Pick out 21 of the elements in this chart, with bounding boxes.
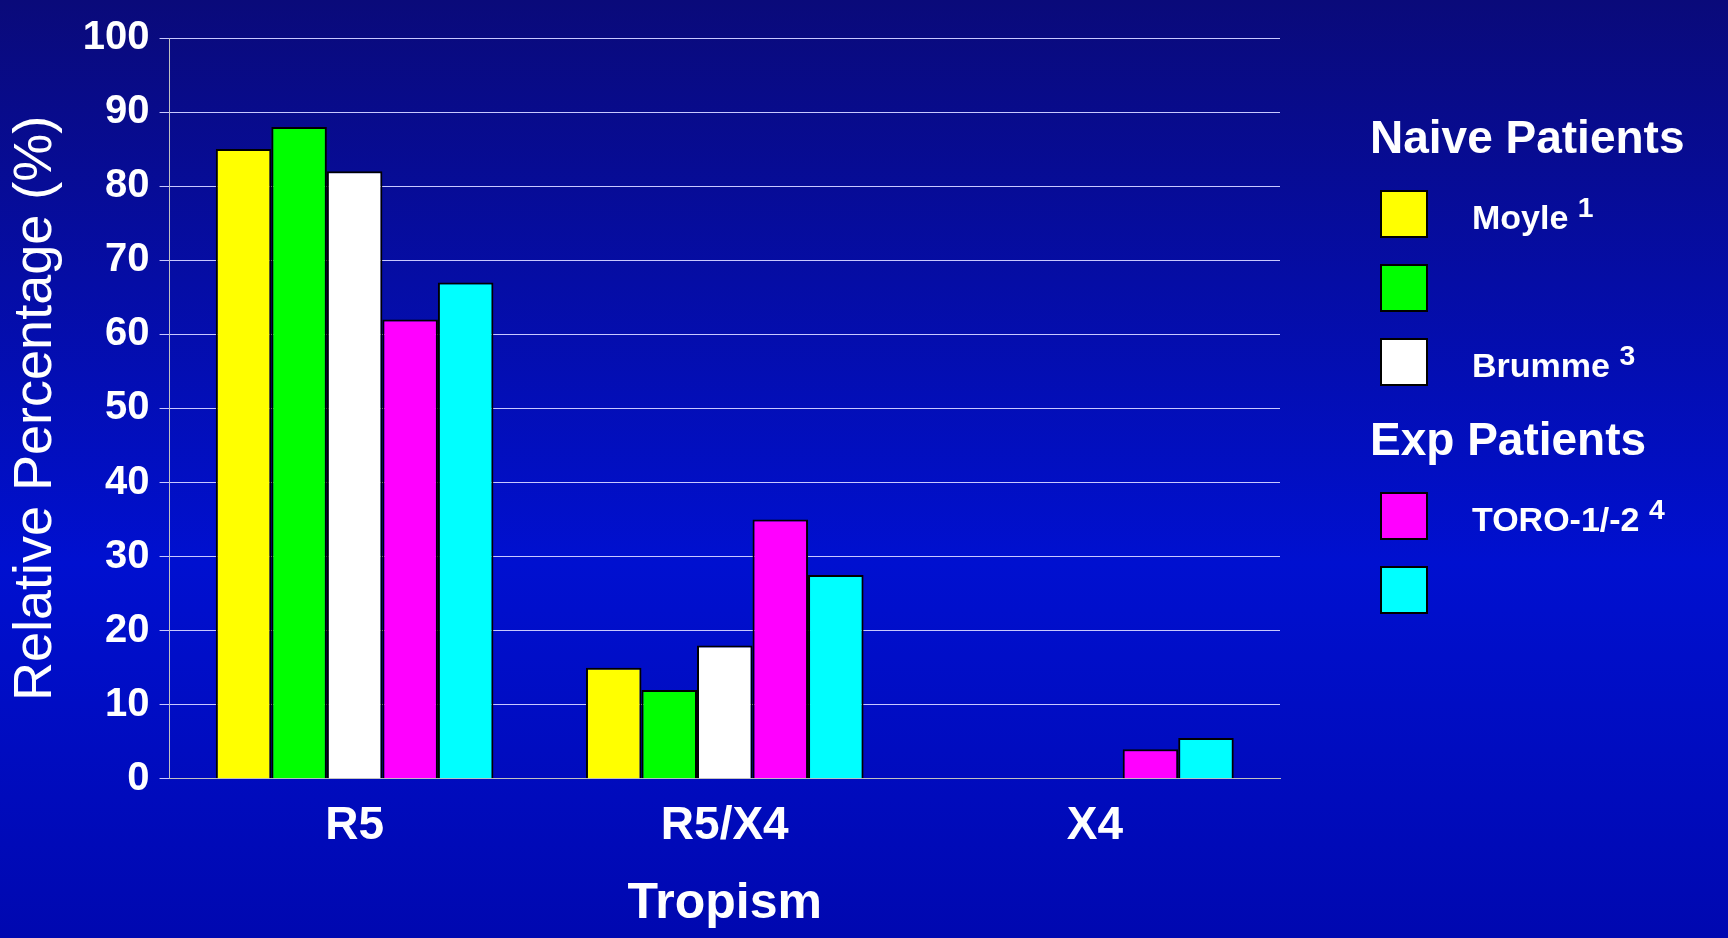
x-axis-title: Tropism: [627, 872, 823, 929]
x-tick-label: R5: [325, 797, 385, 850]
legend-label: Brumme $^{3}$: [1472, 338, 1636, 386]
x-tick-label: X4: [1066, 797, 1124, 850]
y-tick-label: 10: [105, 679, 150, 724]
y-tick-label: 90: [105, 87, 150, 132]
y-tick-label: 80: [105, 161, 150, 206]
y-tick-label: 0: [127, 753, 150, 798]
legend-label: Moyle $^{1}$: [1472, 190, 1594, 238]
y-tick-label: 50: [105, 383, 150, 428]
text: Exp Patients: [1370, 412, 1648, 466]
legend-title: Naive Patients: [1370, 110, 1685, 164]
y-tick-label: 100: [82, 13, 150, 58]
y-tick-label: 70: [105, 235, 150, 280]
y-tick-label: 30: [105, 531, 150, 576]
legend-label: TORO-1/-2 $^{4}$: [1472, 492, 1665, 540]
x-tick-label: R5/X4: [660, 797, 790, 850]
y-tick-label: 20: [105, 605, 150, 650]
y-tick-label: 60: [105, 309, 150, 354]
y-axis-title: Relative Percentage (%): [2, 115, 63, 702]
y-tick-label: 40: [105, 457, 150, 502]
